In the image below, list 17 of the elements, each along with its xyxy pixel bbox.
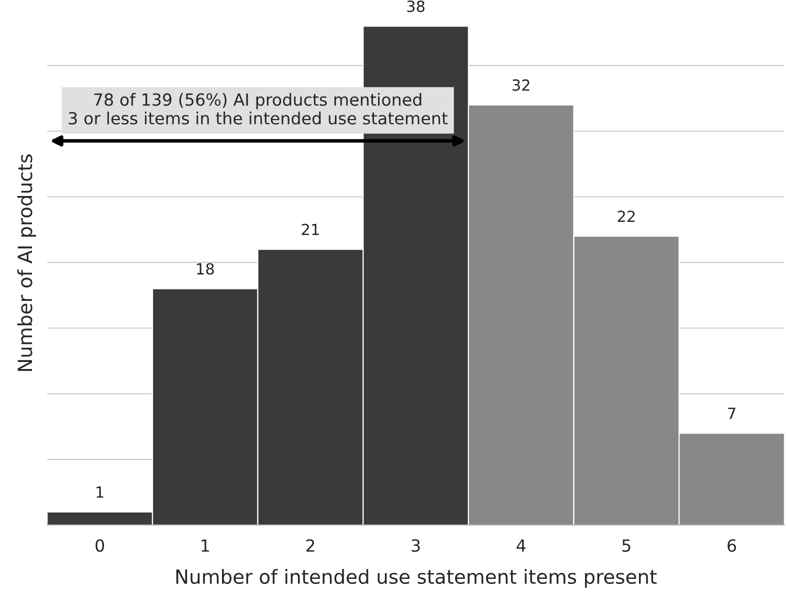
y-axis-title: Number of AI products [17, 154, 36, 371]
x-axis-title: Number of intended use statement items present [176, 568, 657, 588]
x-tick-label: 3 [412, 539, 420, 552]
x-tick-label: 5 [622, 539, 630, 552]
data-label: 21 [302, 224, 319, 236]
x-tick-label: 0 [96, 539, 104, 552]
data-label: 22 [618, 210, 635, 222]
data-label: 1 [96, 486, 104, 498]
x-tick-label: 6 [728, 539, 736, 552]
data-label: 18 [197, 263, 214, 275]
data-label: 7 [728, 408, 736, 419]
data-label: 32 [512, 79, 530, 91]
annotation: 78 of 139 (56%) AI products mentioned 3 or less items in the intended use statement [68, 92, 448, 125]
data-label: 38 [407, 0, 424, 12]
x-tick-label: 4 [516, 539, 526, 552]
x-tick-label: 1 [202, 539, 209, 552]
x-tick-label: 2 [306, 539, 314, 552]
